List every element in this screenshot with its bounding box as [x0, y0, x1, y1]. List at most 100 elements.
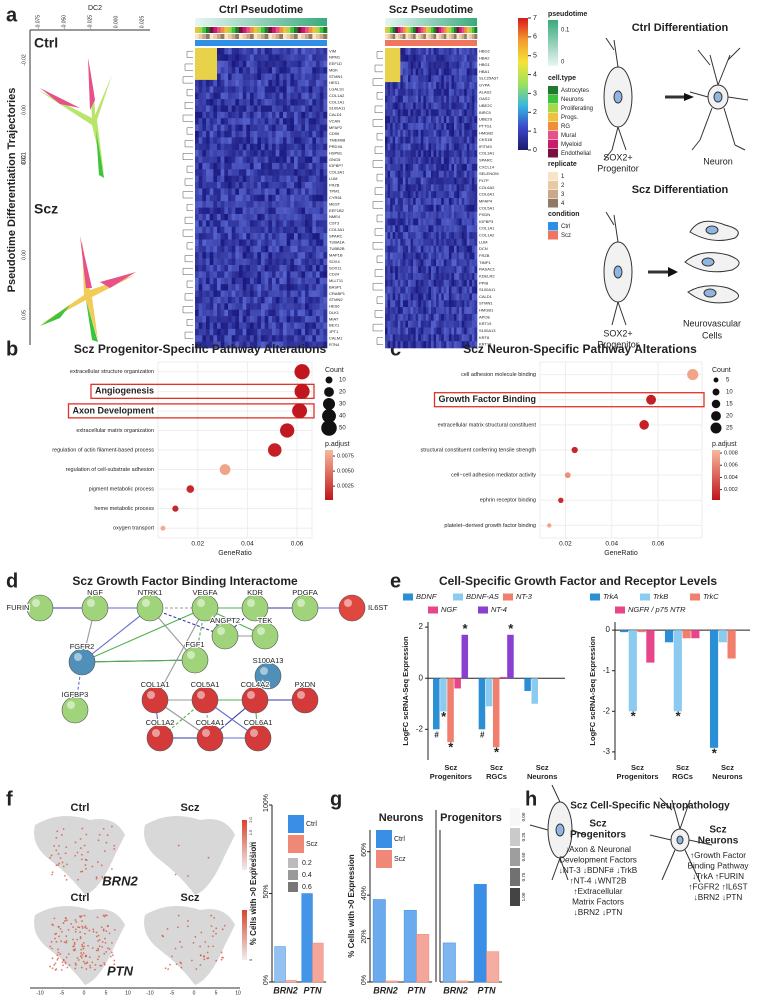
heatmap-cell	[451, 252, 455, 260]
heatmap-cell	[261, 99, 265, 106]
heatmap-cell	[433, 75, 437, 83]
heatmap-cell	[385, 320, 388, 328]
heatmap-cell	[195, 233, 199, 240]
heatmap-cell	[423, 259, 427, 267]
expression-speck	[92, 930, 95, 933]
heatmap-cell	[323, 309, 328, 317]
heatmap-cell	[387, 102, 391, 110]
annotation-bar	[209, 34, 214, 39]
heatmap-cell	[239, 328, 243, 336]
heatmap-cell	[423, 95, 427, 103]
heatmap-cell	[220, 239, 225, 247]
heatmap-cell	[400, 157, 404, 165]
heatmap-cell	[297, 48, 302, 55]
heatmap-cell	[408, 102, 411, 110]
heatmap-cell	[242, 60, 247, 68]
heatmap-cell	[387, 327, 391, 335]
heatmap-cell	[418, 150, 422, 158]
heatmap-cell	[471, 157, 475, 165]
heatmap-cell	[308, 207, 313, 215]
heatmap-cell	[448, 300, 452, 308]
heatmap-cell	[390, 170, 393, 178]
gene-label: SLC25A37	[479, 76, 499, 81]
heatmap-cell	[474, 109, 478, 117]
dot	[219, 464, 231, 475]
heatmap-cell	[402, 116, 406, 124]
heatmap-cell	[209, 258, 214, 266]
y-axis-label: % Cells with >0 Expression	[249, 842, 258, 945]
heatmap-cell	[433, 320, 437, 328]
heatmap-cell	[308, 162, 313, 170]
expression-speck	[97, 949, 100, 952]
node-shine	[257, 627, 265, 635]
annotation-bar	[405, 34, 409, 39]
heatmap-cell	[246, 271, 251, 279]
expression-speck	[62, 964, 64, 967]
heatmap-cell	[402, 68, 406, 76]
y-tick-label: 20%	[361, 930, 368, 944]
heatmap-cell	[410, 259, 414, 267]
y-tick-label: -1	[603, 666, 611, 675]
annotation-bar	[405, 27, 409, 33]
expression-speck	[98, 955, 101, 958]
heatmap-cell	[413, 307, 416, 315]
expression-speck	[199, 945, 202, 948]
heatmap-cell	[275, 271, 280, 279]
expression-speck	[74, 962, 77, 965]
dot	[172, 505, 179, 512]
heatmap-cell	[290, 328, 295, 336]
heatmap-cell	[202, 182, 207, 189]
heatmap-cell	[469, 341, 473, 349]
heatmap-cell	[456, 320, 460, 328]
heatmap-cell	[420, 102, 424, 110]
heatmap-cell	[443, 143, 447, 151]
heatmap-cell	[228, 169, 232, 176]
heatmap-cell	[246, 335, 251, 342]
expression-speck	[113, 928, 116, 931]
heatmap-cell	[405, 150, 409, 158]
heatmap-cell	[290, 118, 295, 125]
heatmap-cell	[454, 252, 457, 260]
heatmap-cell	[283, 213, 287, 221]
heatmap-cell	[257, 277, 262, 285]
heatmap-cell	[195, 79, 199, 87]
heatmap-cell	[297, 277, 302, 285]
heatmap-cell	[217, 99, 221, 106]
heatmap-cell	[433, 88, 437, 97]
heatmap-cell	[239, 303, 243, 311]
heatmap-cell	[418, 191, 422, 199]
y-tick-label: cell−cell adhesion mediator activity	[451, 473, 536, 479]
heatmap-cell	[459, 245, 462, 253]
bar	[691, 630, 700, 639]
heatmap-cell	[387, 211, 391, 219]
x-axis-label: GeneRatio	[604, 550, 638, 557]
heatmap-cell	[390, 129, 393, 137]
heatmap-cell	[272, 252, 276, 259]
heatmap-cell	[213, 162, 218, 170]
heatmap-cell	[420, 232, 424, 240]
heatmap-cell	[272, 60, 276, 68]
heatmap-cell	[246, 226, 251, 234]
heatmap-cell	[461, 48, 465, 56]
heatmap-cell	[387, 143, 391, 151]
legend-label: 0.0075	[337, 453, 354, 459]
heatmap-cell	[297, 137, 302, 145]
heatmap-cell	[253, 296, 258, 304]
tick-label: 2	[533, 109, 537, 116]
heatmap-cell	[402, 204, 406, 212]
heatmap-cell	[428, 334, 432, 342]
heatmap-cell	[286, 239, 291, 247]
heatmap-cell	[448, 75, 452, 83]
heatmap-cell	[275, 156, 280, 164]
heatmap-cell	[474, 232, 478, 240]
legend-title: p.adjust	[325, 441, 350, 448]
heatmap-cell	[202, 156, 207, 164]
heatmap-cell	[316, 265, 320, 272]
heatmap-cell	[385, 48, 388, 56]
heatmap-cell	[220, 54, 225, 62]
heatmap-cell	[286, 48, 291, 55]
heatmap-cell	[438, 170, 442, 178]
heatmap-cell	[420, 109, 424, 117]
heatmap-cell	[454, 61, 457, 69]
heatmap-cell	[283, 258, 287, 266]
